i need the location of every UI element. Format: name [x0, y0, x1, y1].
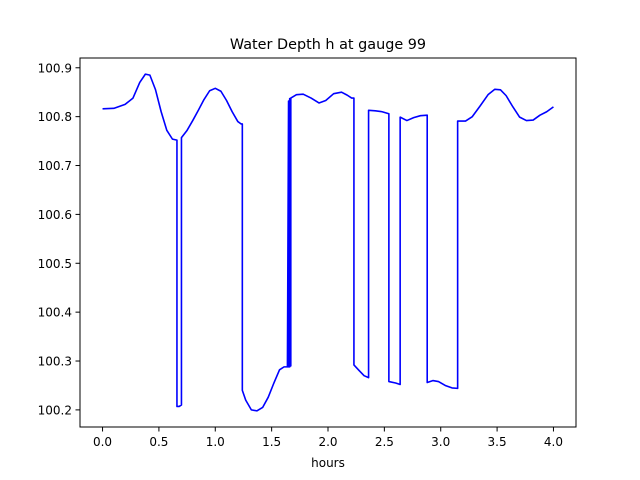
y-tick-label: 100.8 [38, 110, 72, 124]
x-tick-label: 3.5 [488, 435, 507, 449]
x-tick-label: 1.5 [262, 435, 281, 449]
chart-title: Water Depth h at gauge 99 [230, 37, 426, 53]
x-axis: 0.0 0.5 1.0 1.5 2.0 2.5 3.0 3.5 4.0 [93, 427, 563, 449]
y-tick-label: 100.3 [38, 355, 72, 369]
x-tick-label: 2.5 [375, 435, 394, 449]
y-tick-label: 100.9 [38, 61, 72, 75]
y-tick-label: 100.5 [38, 257, 72, 271]
x-tick-label: 1.0 [206, 435, 225, 449]
x-axis-label: hours [311, 456, 345, 470]
x-tick-label: 4.0 [544, 435, 563, 449]
x-tick-label: 0.5 [149, 435, 168, 449]
y-axis: 100.2 100.3 100.4 100.5 100.6 100.7 100.8 100.9 [38, 61, 80, 417]
x-tick-label: 3.0 [431, 435, 450, 449]
y-tick-label: 100.2 [38, 403, 72, 417]
y-tick-label: 100.7 [38, 159, 72, 173]
y-tick-label: 100.4 [38, 306, 72, 320]
x-tick-label: 0.0 [93, 435, 112, 449]
series-line [102, 73, 554, 412]
x-tick-label: 2.0 [318, 435, 337, 449]
series-layer [102, 73, 554, 412]
y-tick-label: 100.6 [38, 208, 72, 222]
